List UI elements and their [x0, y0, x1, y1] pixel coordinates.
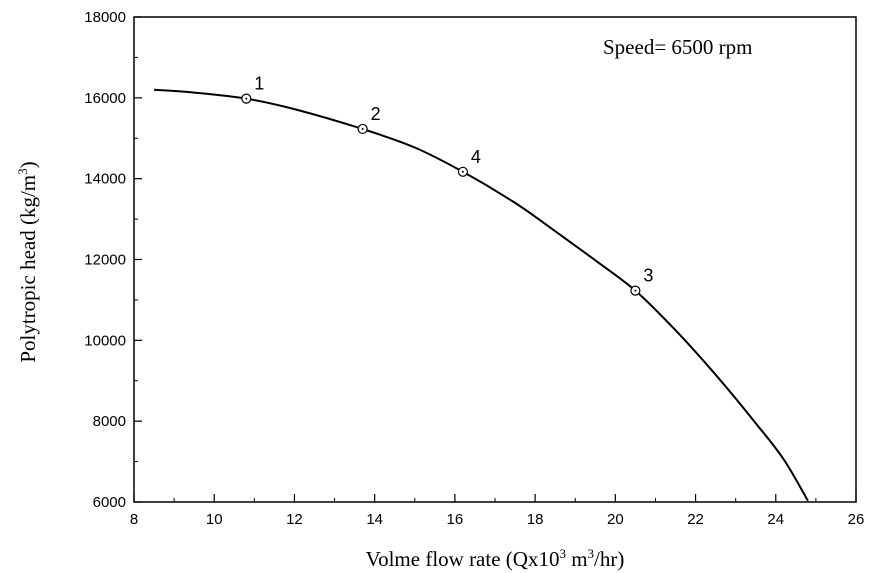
y-axis-ticks: 6000 8000 10000 12000 14000 16000 18000: [84, 9, 142, 511]
x-axis-title-sup2: 3: [588, 546, 595, 561]
y-tick-label: 10000: [84, 332, 126, 349]
x-tick-label: 8: [130, 511, 138, 528]
data-point-label: 4: [471, 147, 481, 167]
x-tick-label: 10: [206, 511, 223, 528]
x-axis-title-main: Volme flow rate (Qx10: [366, 547, 560, 571]
x-tick-label: 20: [607, 511, 624, 528]
x-tick-label: 14: [366, 511, 383, 528]
data-point-center: [634, 289, 637, 292]
plot-frame: [133, 16, 857, 503]
y-axis-title: Polytropic head (kg/m3): [15, 161, 40, 362]
x-tick-label: 16: [447, 511, 464, 528]
data-points: 1 2 4 3: [241, 74, 653, 296]
y-tick-label: 8000: [93, 413, 126, 430]
y-axis-title-end: ): [16, 161, 40, 168]
series-line: [154, 88, 809, 502]
x-tick-label: 12: [286, 511, 303, 528]
data-point-label: 3: [643, 266, 653, 286]
x-tick-label: 26: [848, 511, 865, 528]
y-tick-label: 14000: [84, 171, 126, 188]
x-axis-ticks: 8 10 12 14 16 18 20 22 24 26: [130, 494, 865, 528]
y-tick-label: 18000: [84, 9, 126, 26]
y-tick-label: 16000: [84, 90, 126, 107]
y-axis-title-main: Polytropic head (kg/m: [16, 175, 40, 363]
x-tick-label: 22: [687, 511, 704, 528]
x-axis-title-mid: m: [566, 547, 588, 571]
x-tick-label: 24: [767, 511, 784, 528]
y-tick-label: 12000: [84, 252, 126, 269]
y-axis-title-sup: 3: [15, 168, 30, 175]
data-point-center: [245, 97, 248, 100]
data-point-label: 1: [254, 74, 264, 94]
data-point-label: 2: [371, 104, 381, 124]
speed-annotation: Speed= 6500 rpm: [603, 35, 753, 59]
x-tick-label: 18: [527, 511, 544, 528]
x-axis-title-end: /hr): [594, 547, 624, 571]
x-axis-title: Volme flow rate (Qx103 m3/hr): [366, 546, 625, 571]
x-axis-title-sup1: 3: [559, 546, 566, 561]
data-point-center: [461, 170, 464, 173]
y-tick-label: 6000: [93, 494, 126, 511]
data-point-center: [361, 127, 364, 130]
